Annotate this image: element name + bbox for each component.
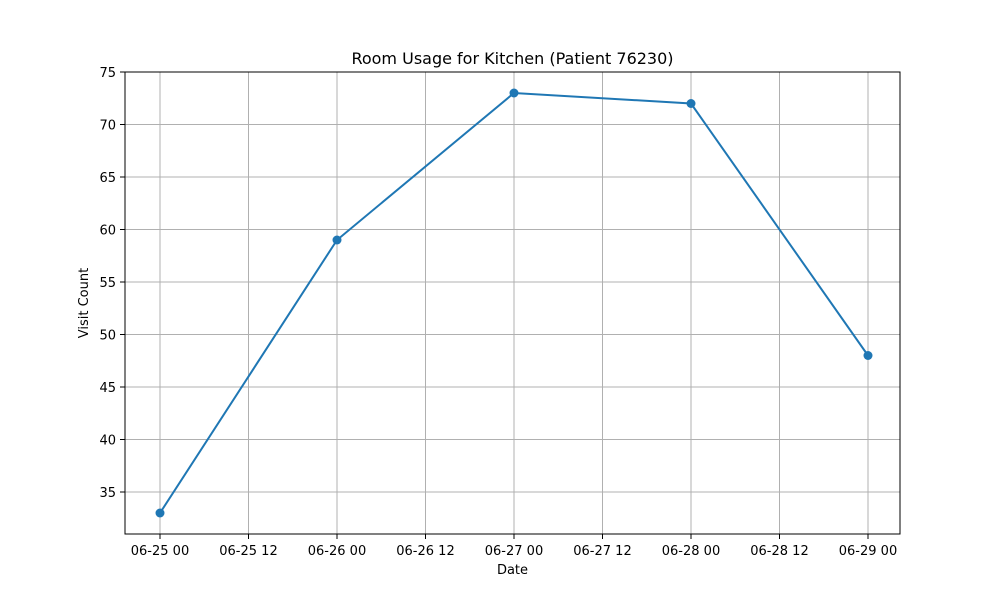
x-tick-label: 06-28 00: [662, 544, 720, 559]
plot-frame: [124, 71, 901, 535]
data-point: [509, 88, 519, 98]
x-tick-label: 06-26 00: [308, 544, 366, 559]
x-tick-label: 06-28 12: [750, 544, 808, 559]
x-tick-label: 06-25 00: [131, 544, 189, 559]
y-tick-label: 50: [99, 329, 116, 344]
y-tick-label: 45: [99, 381, 116, 396]
data-point: [686, 99, 696, 108]
y-tick-label: 70: [99, 119, 116, 134]
y-tick-label: 40: [99, 434, 116, 449]
x-tick-label: 06-27 12: [573, 544, 631, 559]
y-axis-label: Visit Count: [77, 268, 92, 338]
x-axis-label: Date: [497, 563, 528, 578]
x-tick-label: 06-25 12: [219, 544, 277, 559]
x-tick-label: 06-27 00: [485, 544, 543, 559]
y-tick-label: 65: [99, 171, 116, 186]
data-point: [863, 351, 873, 360]
y-tick-label: 75: [99, 66, 116, 81]
y-tick-label: 55: [99, 276, 116, 291]
data-point: [332, 235, 342, 245]
y-tick-label: 35: [99, 486, 116, 501]
tick-layer: 06-25 00 06-25 12 06-26 00 06-26 12 06-27 00…: [99, 66, 897, 559]
x-tick-label: 06-26 12: [396, 544, 454, 559]
series-layer: [155, 88, 873, 518]
chart-title: Room Usage for Kitchen (Patient 76230): [351, 49, 673, 68]
y-tick-label: 60: [99, 224, 116, 239]
x-tick-label: 06-29 00: [839, 544, 897, 559]
data-point: [155, 508, 165, 518]
